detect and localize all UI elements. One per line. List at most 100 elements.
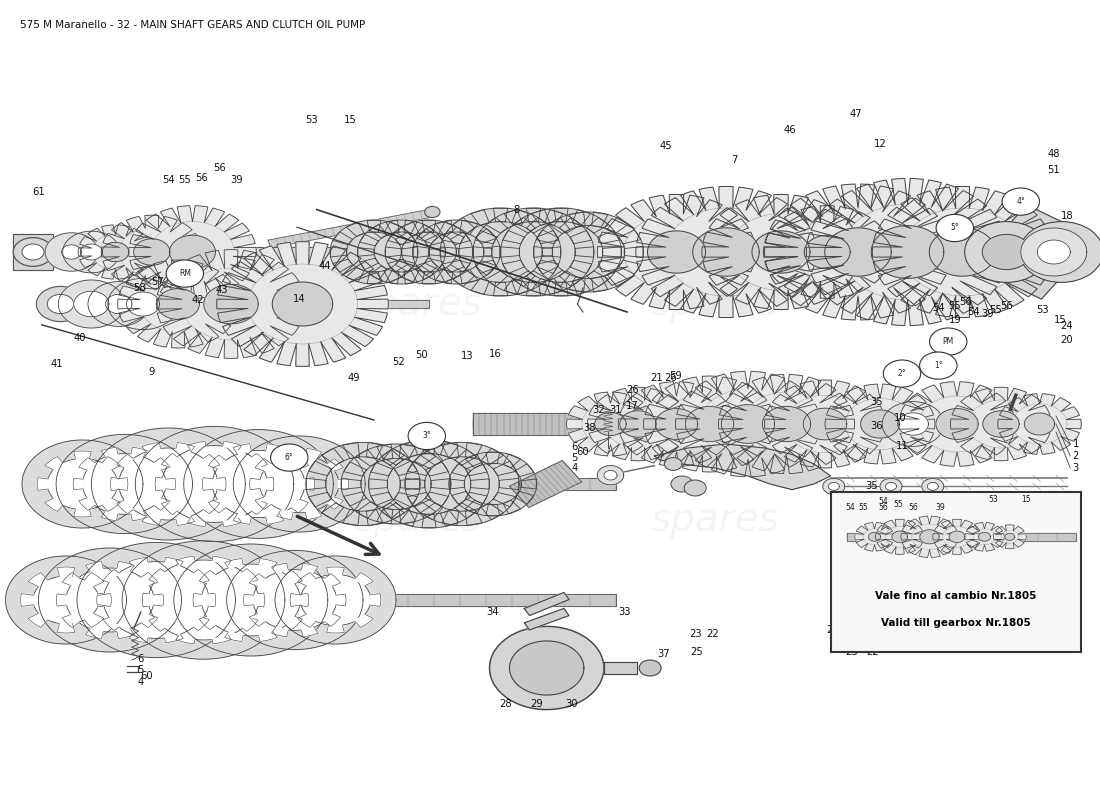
- Polygon shape: [449, 452, 537, 516]
- Polygon shape: [148, 560, 258, 640]
- Text: 55: 55: [948, 301, 961, 310]
- Polygon shape: [493, 493, 516, 507]
- Polygon shape: [825, 384, 935, 464]
- Bar: [830, 492, 1081, 652]
- Polygon shape: [204, 284, 258, 324]
- Polygon shape: [86, 562, 103, 571]
- Polygon shape: [367, 272, 381, 284]
- Polygon shape: [764, 184, 952, 320]
- Text: 8: 8: [514, 206, 520, 215]
- Polygon shape: [368, 479, 387, 489]
- Polygon shape: [471, 278, 490, 294]
- Polygon shape: [368, 440, 490, 528]
- Polygon shape: [304, 478, 315, 490]
- Polygon shape: [272, 627, 288, 637]
- Polygon shape: [486, 218, 507, 233]
- Polygon shape: [37, 478, 48, 490]
- Polygon shape: [250, 614, 265, 626]
- Polygon shape: [420, 448, 443, 466]
- Polygon shape: [654, 444, 830, 490]
- Polygon shape: [569, 277, 585, 292]
- Text: 53: 53: [989, 495, 998, 505]
- Text: 25: 25: [690, 647, 703, 657]
- Text: 56: 56: [879, 503, 888, 513]
- Polygon shape: [233, 436, 365, 532]
- Text: 56: 56: [909, 503, 917, 513]
- Text: 39: 39: [981, 310, 994, 319]
- Polygon shape: [494, 208, 507, 222]
- Polygon shape: [134, 239, 170, 265]
- Polygon shape: [176, 442, 195, 452]
- Polygon shape: [537, 260, 559, 274]
- Polygon shape: [414, 246, 429, 258]
- Polygon shape: [142, 516, 161, 526]
- Polygon shape: [983, 411, 1019, 437]
- Polygon shape: [45, 457, 63, 470]
- Text: 36: 36: [873, 498, 887, 507]
- Polygon shape: [199, 570, 216, 584]
- Polygon shape: [155, 478, 163, 490]
- Polygon shape: [860, 410, 900, 438]
- Polygon shape: [101, 511, 118, 521]
- Polygon shape: [176, 556, 195, 564]
- Polygon shape: [899, 382, 1015, 466]
- Polygon shape: [242, 569, 257, 582]
- Polygon shape: [422, 440, 436, 454]
- Polygon shape: [333, 259, 353, 272]
- Polygon shape: [204, 500, 220, 514]
- Polygon shape: [595, 413, 626, 435]
- Polygon shape: [88, 282, 150, 326]
- Polygon shape: [566, 392, 654, 456]
- Text: 6°: 6°: [285, 453, 294, 462]
- Polygon shape: [341, 478, 361, 490]
- Text: 38: 38: [583, 423, 596, 433]
- Polygon shape: [656, 409, 697, 439]
- Text: 55: 55: [178, 175, 191, 185]
- Polygon shape: [494, 282, 507, 296]
- Polygon shape: [131, 511, 147, 521]
- Polygon shape: [29, 614, 47, 627]
- Polygon shape: [922, 478, 944, 494]
- Polygon shape: [420, 502, 443, 520]
- Polygon shape: [44, 478, 616, 490]
- Polygon shape: [366, 442, 383, 458]
- Polygon shape: [77, 542, 235, 658]
- Polygon shape: [399, 510, 418, 526]
- Polygon shape: [618, 382, 735, 466]
- Polygon shape: [534, 246, 552, 258]
- Polygon shape: [536, 230, 558, 244]
- Text: 7: 7: [732, 155, 738, 165]
- Polygon shape: [597, 260, 619, 274]
- Text: 23: 23: [689, 630, 702, 639]
- Polygon shape: [465, 500, 483, 514]
- Polygon shape: [117, 478, 128, 490]
- Text: 1°: 1°: [934, 361, 943, 370]
- Polygon shape: [260, 455, 339, 513]
- Polygon shape: [166, 478, 175, 490]
- Polygon shape: [949, 531, 965, 542]
- Polygon shape: [343, 442, 360, 458]
- Polygon shape: [74, 451, 91, 459]
- Polygon shape: [306, 510, 321, 519]
- Polygon shape: [453, 218, 474, 233]
- Text: 55: 55: [989, 305, 1002, 314]
- Polygon shape: [412, 220, 500, 284]
- Polygon shape: [620, 411, 656, 437]
- Text: 57: 57: [151, 277, 164, 286]
- Polygon shape: [156, 250, 306, 358]
- Polygon shape: [455, 450, 476, 465]
- Polygon shape: [385, 220, 473, 284]
- Polygon shape: [266, 514, 284, 524]
- Polygon shape: [722, 405, 774, 443]
- Polygon shape: [119, 448, 218, 520]
- Polygon shape: [1024, 413, 1055, 435]
- Polygon shape: [327, 497, 343, 510]
- Polygon shape: [74, 509, 91, 517]
- Polygon shape: [927, 482, 938, 490]
- Polygon shape: [930, 228, 996, 276]
- Text: 27: 27: [826, 625, 839, 634]
- Polygon shape: [572, 278, 591, 294]
- Polygon shape: [385, 247, 402, 257]
- Circle shape: [982, 234, 1031, 270]
- Polygon shape: [217, 478, 226, 490]
